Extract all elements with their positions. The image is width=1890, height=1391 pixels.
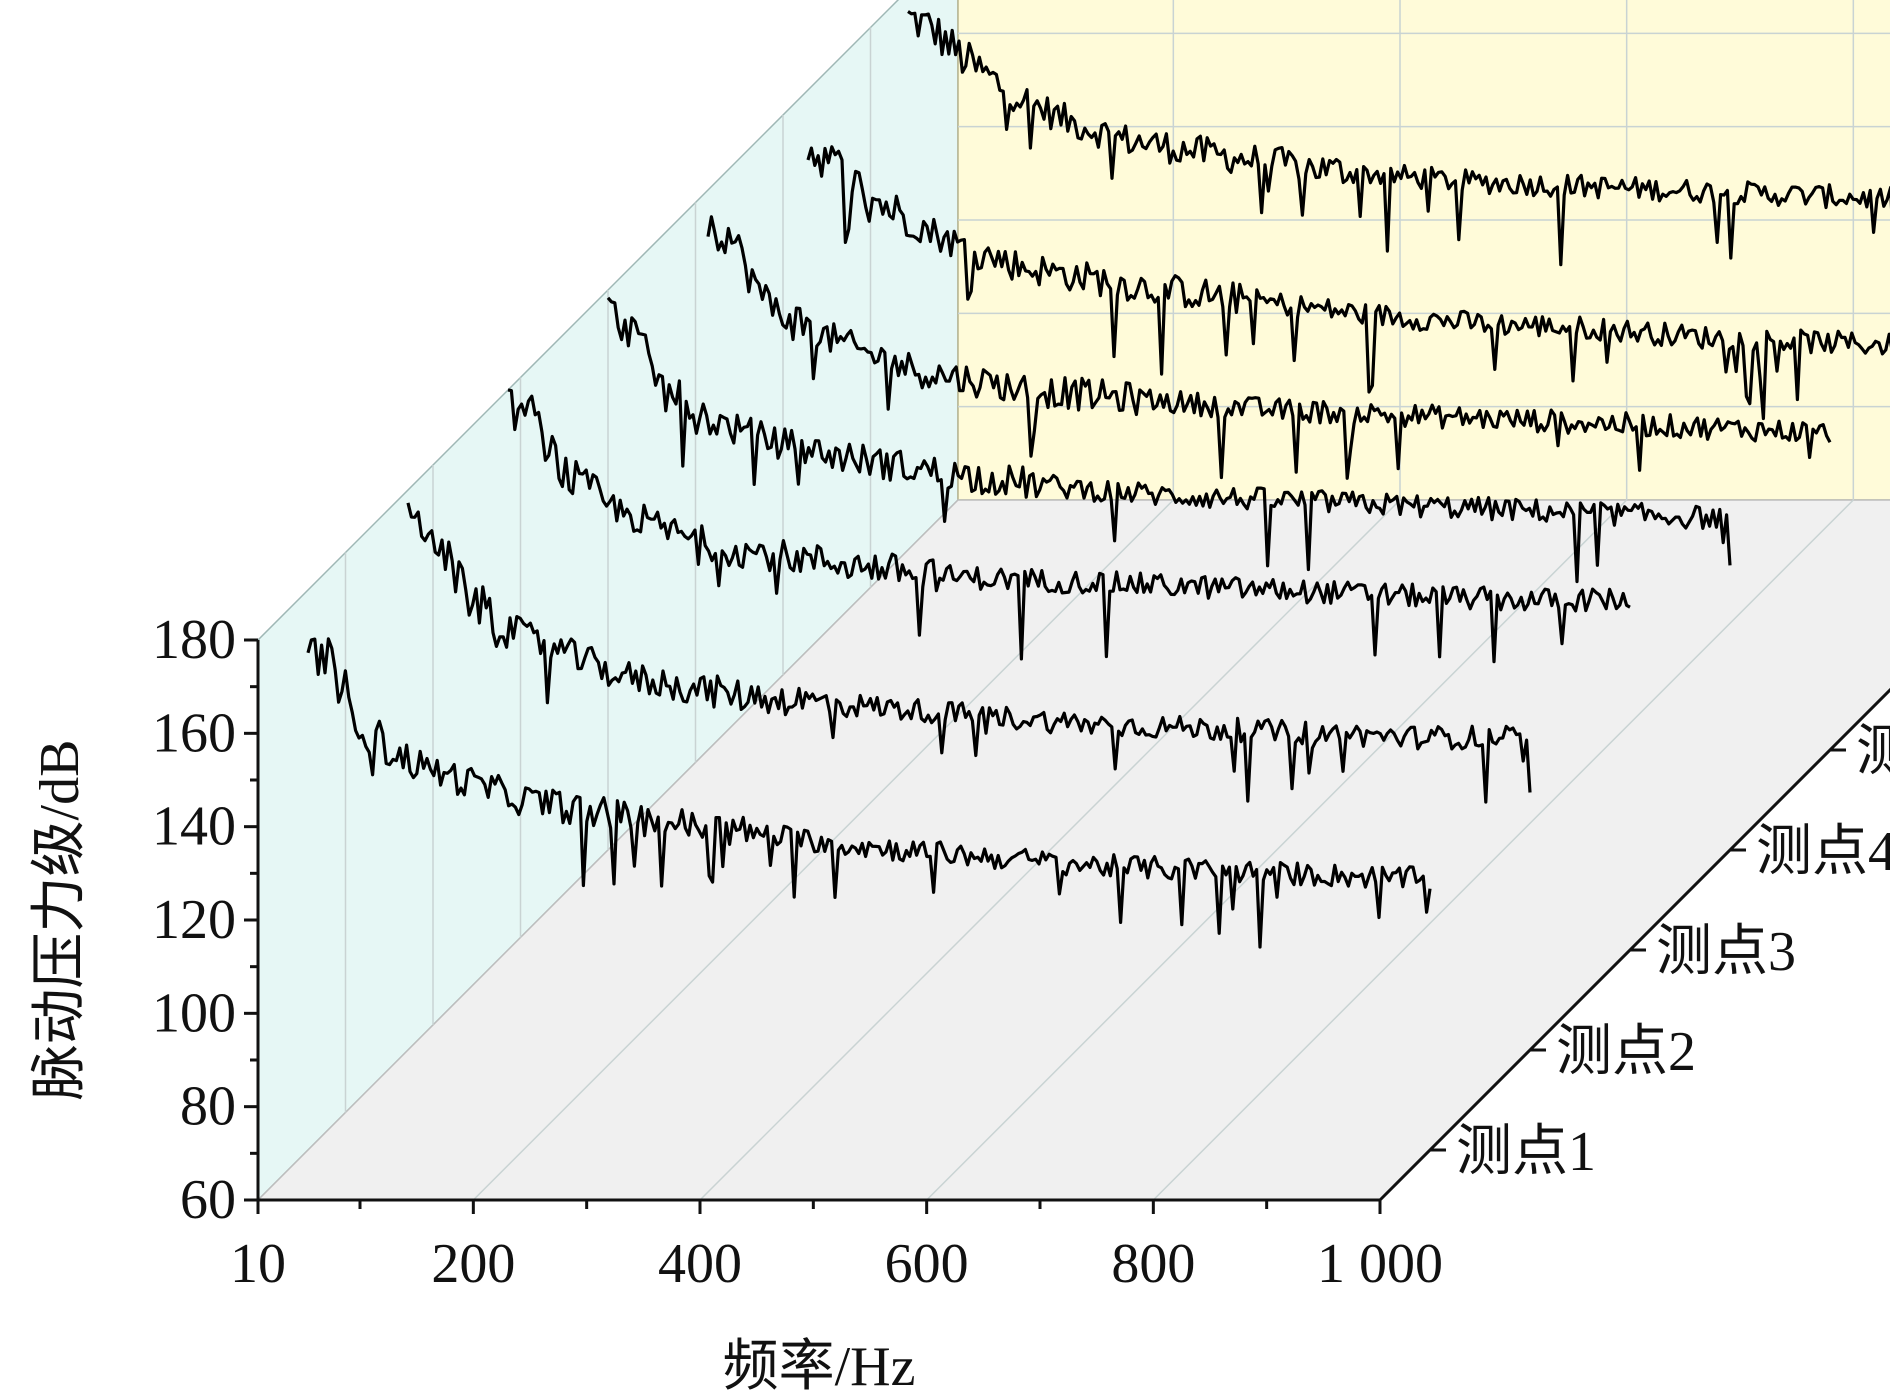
series-line-5: [706, 215, 1832, 480]
series-line-4: [606, 296, 1732, 584]
x-tick-label: 200: [431, 1233, 515, 1295]
y-tick-label: 100: [152, 982, 236, 1044]
chart-series: [306, 10, 1890, 949]
series-line-6: [806, 145, 1890, 421]
y-tick-label: 140: [152, 796, 236, 858]
y-tick-label: 160: [152, 702, 236, 764]
x-axis-title: 频率/Hz: [723, 1336, 916, 1391]
x-tick-label: 10: [230, 1233, 286, 1295]
y-tick-label: 60: [180, 1169, 236, 1231]
y-tick-label: 80: [180, 1076, 236, 1138]
series-label-4: 测点4: [1756, 821, 1890, 883]
series-label-1: 测点1: [1456, 1121, 1596, 1183]
y-tick-label: 180: [152, 609, 236, 671]
floor-gridline: [699, 499, 1401, 1201]
chart-axes: [244, 638, 1890, 1214]
x-tick-label: 600: [885, 1233, 969, 1295]
y-axis-title: 脉动压力级/dB: [29, 740, 91, 1101]
series-line-3: [507, 388, 1631, 664]
floor-gridline: [1152, 499, 1854, 1201]
series-label-5: 测点5: [1856, 721, 1890, 783]
back-wall: [957, 0, 1890, 501]
series-label-2: 测点2: [1556, 1021, 1696, 1083]
series-label-3: 测点3: [1656, 921, 1796, 983]
y-tick-label: 120: [152, 889, 236, 951]
floor-gridline: [926, 499, 1628, 1201]
series-line-2: [406, 502, 1532, 804]
chart-grid: [344, 0, 1890, 1201]
series-line-7: [907, 10, 1890, 267]
x-tick-label: 1 000: [1317, 1233, 1443, 1295]
x-tick-label: 400: [658, 1233, 742, 1295]
series-line-1: [306, 637, 1432, 949]
x-tick-label: 800: [1111, 1233, 1195, 1295]
